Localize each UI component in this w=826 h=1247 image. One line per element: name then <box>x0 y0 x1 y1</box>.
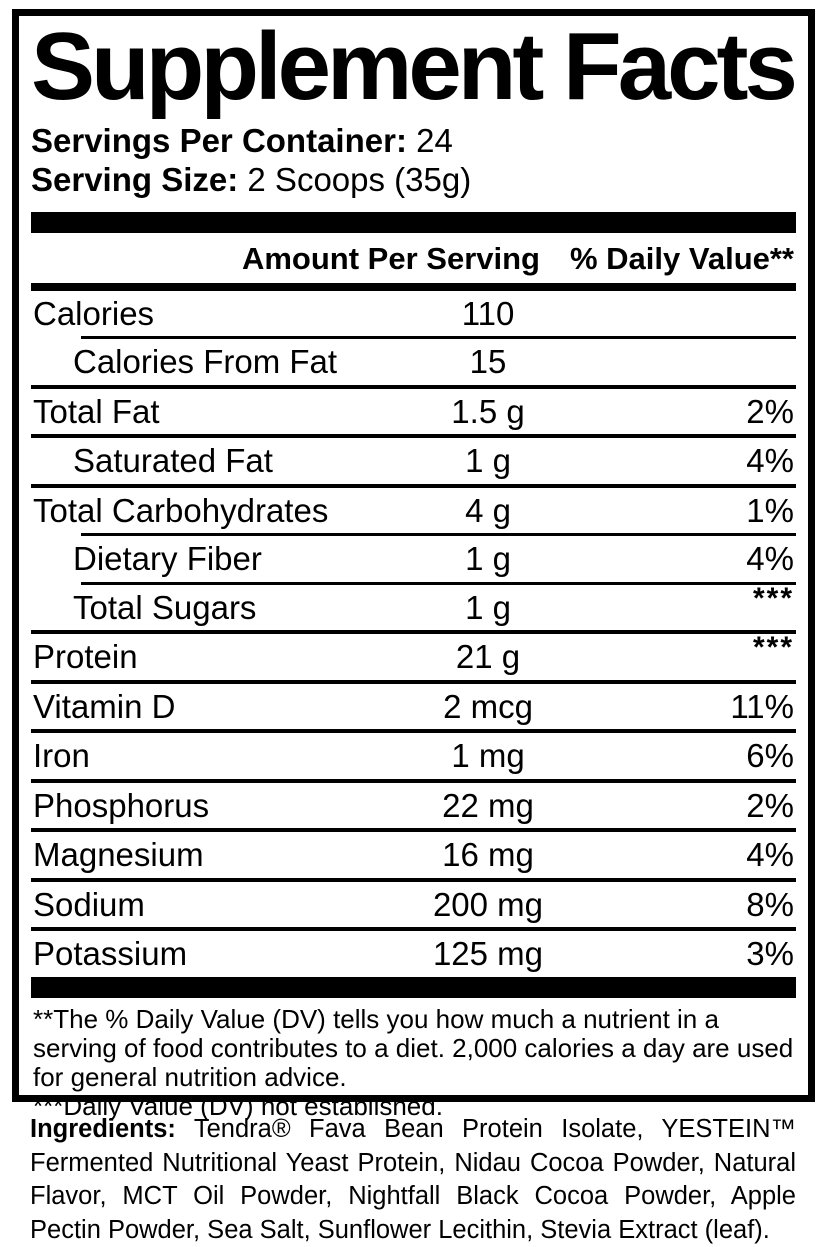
nutrient-amount: 1 mg <box>451 737 525 775</box>
row-separator <box>31 679 796 684</box>
servings-per-container-value: 24 <box>416 121 453 159</box>
nutrient-name: Iron <box>33 737 90 775</box>
row-separator <box>81 581 796 585</box>
nutrient-amount: 16 mg <box>442 836 534 874</box>
row-separator <box>31 483 796 488</box>
nutrient-daily-value: *** <box>752 631 794 665</box>
table-row: Total Sugars 1 g *** <box>31 582 796 631</box>
nutrient-name: Protein <box>33 638 138 676</box>
table-row: Saturated Fat 1 g 4% <box>31 434 796 484</box>
table-row: Vitamin D 2 mcg 11% <box>31 679 796 730</box>
nutrient-name: Total Carbohydrates <box>33 491 329 529</box>
row-separator <box>31 434 796 439</box>
row-separator <box>31 630 796 635</box>
nutrient-daily-value: *** <box>752 581 794 615</box>
nutrient-amount: 21 g <box>455 638 521 676</box>
row-separator <box>31 828 796 833</box>
row-separator <box>31 778 796 783</box>
table-row: Protein 21 g *** <box>31 630 796 680</box>
table-row: Magnesium 16 mg 4% <box>31 828 796 878</box>
nutrient-amount: 125 mg <box>432 935 544 973</box>
nutrient-daily-value: 2% <box>746 786 794 824</box>
nutrient-amount: 1 g <box>465 588 511 626</box>
supplement-facts-panel: Supplement Facts Servings Per Container:… <box>12 9 815 1120</box>
table-row: Dietary Fiber 1 g 4% <box>31 533 796 582</box>
row-separator <box>81 533 796 537</box>
ingredients-label: Ingredients: <box>30 1115 176 1143</box>
row-separator <box>31 927 796 932</box>
nutrient-daily-value: 4% <box>746 540 794 578</box>
servings-per-container: Servings Per Container: 24 <box>31 121 796 160</box>
nutrient-daily-value: 6% <box>746 737 794 775</box>
table-row: Total Fat 1.5 g 2% <box>31 384 796 435</box>
serving-size-value: 2 Scoops (35g) <box>247 160 472 198</box>
table-header: Amount Per Serving % Daily Value** <box>31 233 796 291</box>
column-header-amount: Amount Per Serving <box>241 240 540 276</box>
nutrient-daily-value: 11% <box>730 687 794 725</box>
row-separator <box>31 729 796 734</box>
nutrient-daily-value: 2% <box>746 392 794 430</box>
nutrient-amount: 22 mg <box>442 786 534 824</box>
table-row: Phosphorus 22 mg 2% <box>31 778 796 829</box>
nutrient-amount: 1 g <box>465 442 511 480</box>
nutrient-daily-value: 3% <box>746 935 794 973</box>
row-separator <box>81 336 796 340</box>
nutrient-name: Sodium <box>33 885 145 923</box>
nutrient-amount: 110 <box>461 294 515 332</box>
nutrient-name: Dietary Fiber <box>73 540 262 578</box>
nutrient-name: Magnesium <box>33 836 204 874</box>
table-row: Sodium 200 mg 8% <box>31 877 796 928</box>
nutrient-amount: 15 <box>469 343 507 381</box>
serving-size: Serving Size: 2 Scoops (35g) <box>31 160 796 199</box>
footnote-daily-value: **The % Daily Value (DV) tells you how m… <box>33 1003 794 1092</box>
nutrient-amount: 1 g <box>465 540 511 578</box>
nutrient-name: Phosphorus <box>33 786 210 824</box>
footnote-not-established: ***Daily Value (DV) not established. <box>33 1090 443 1121</box>
row-separator <box>31 877 796 882</box>
nutrient-table: Calories 110 Calories From Fat 15 Total Fa… <box>31 291 796 977</box>
nutrient-daily-value: 4% <box>746 442 794 480</box>
nutrient-name: Saturated Fat <box>73 442 273 480</box>
table-row: Calories From Fat 15 <box>31 336 796 385</box>
nutrient-name: Potassium <box>33 935 188 973</box>
row-separator <box>31 384 796 389</box>
nutrient-name: Calories From Fat <box>73 343 338 381</box>
footnotes: **The % Daily Value (DV) tells you how m… <box>31 998 796 1121</box>
nutrient-name: Total Fat <box>33 392 160 430</box>
nutrient-name: Calories <box>33 294 155 332</box>
nutrient-name: Vitamin D <box>33 687 176 725</box>
nutrient-daily-value: 8% <box>746 885 794 923</box>
table-row: Iron 1 mg 6% <box>31 729 796 779</box>
nutrient-amount: 200 mg <box>432 885 544 923</box>
nutrient-daily-value: 1% <box>746 491 794 529</box>
nutrient-name: Total Sugars <box>73 588 257 626</box>
nutrient-amount: 1.5 g <box>451 392 525 430</box>
serving-size-label: Serving Size: <box>31 160 239 198</box>
nutrient-amount: 4 g <box>465 491 511 529</box>
ingredients-paragraph: Ingredients: Tendra® Fava Bean Protein I… <box>30 1113 796 1247</box>
panel-title: Supplement Facts <box>31 13 798 120</box>
table-row: Potassium 125 mg 3% <box>31 927 796 977</box>
divider-bar-bottom <box>31 976 796 998</box>
table-row: Calories 110 <box>31 291 796 337</box>
nutrient-daily-value: 4% <box>746 836 794 874</box>
servings-per-container-label: Servings Per Container: <box>31 121 407 159</box>
nutrient-amount: 2 mcg <box>443 687 533 725</box>
divider-bar-top <box>31 211 796 233</box>
column-header-daily-value: % Daily Value** <box>569 240 794 276</box>
table-row: Total Carbohydrates 4 g 1% <box>31 483 796 534</box>
